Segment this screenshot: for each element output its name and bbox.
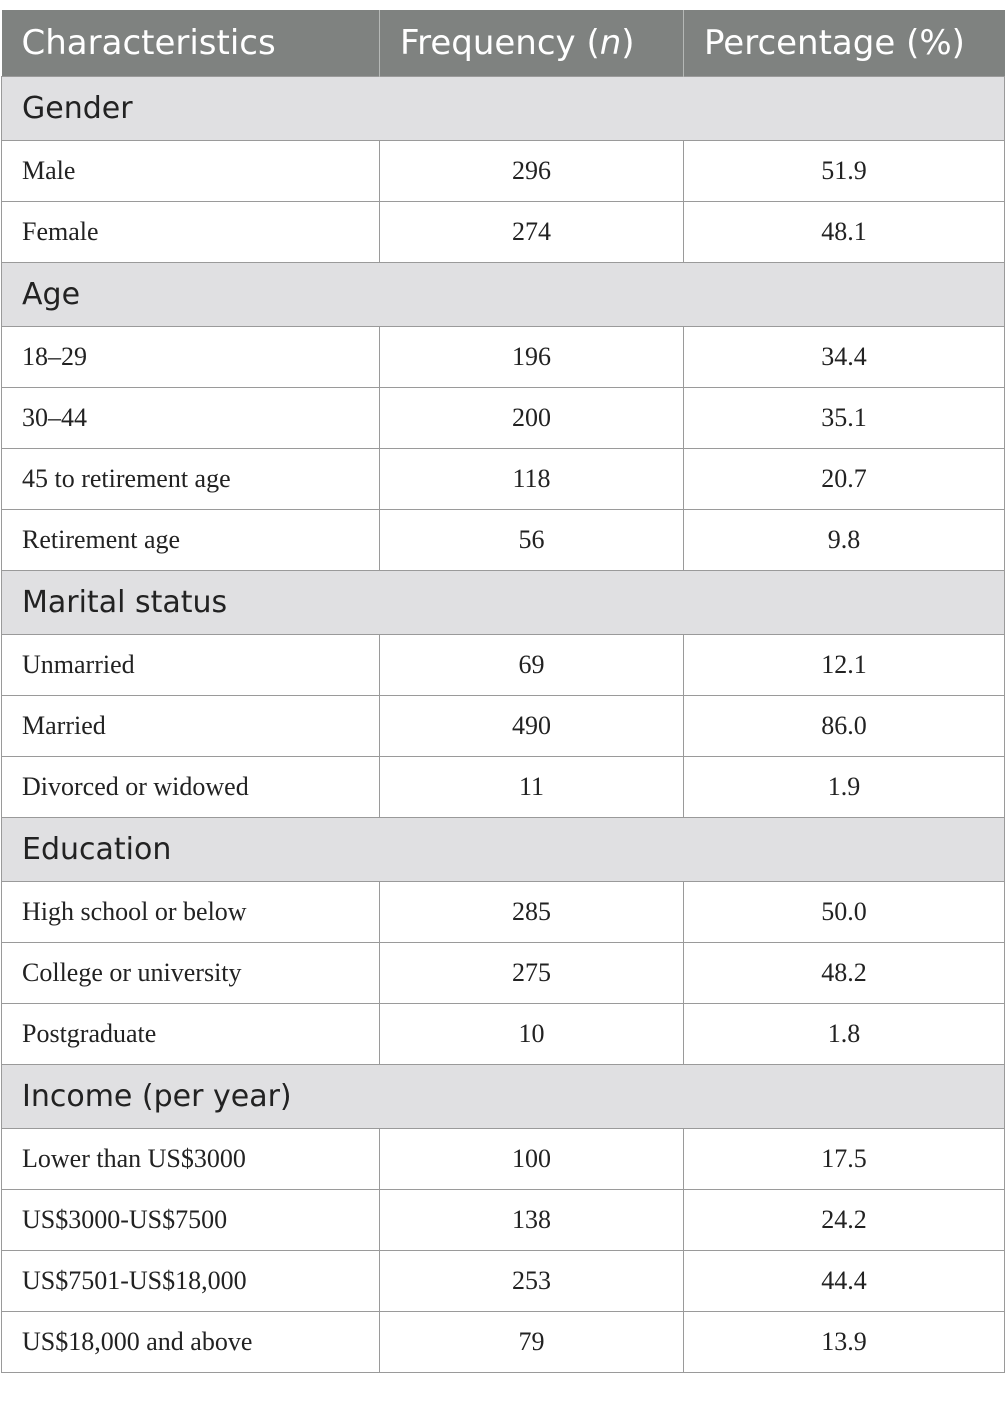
table-row: High school or below 285 50.0 <box>1 880 1005 943</box>
table-row: 30–44 200 35.1 <box>1 386 1005 449</box>
row-label: 18–29 <box>1 325 380 388</box>
section-title: Age <box>1 261 1005 327</box>
row-percentage: 48.2 <box>683 941 1005 1004</box>
table-row: College or university 275 48.2 <box>1 941 1005 1004</box>
row-label: Male <box>1 139 380 202</box>
row-label: US$3000-US$7500 <box>1 1188 380 1251</box>
section-title: Education <box>1 816 1005 882</box>
row-label: 30–44 <box>1 386 380 449</box>
row-label: Female <box>1 200 380 263</box>
row-frequency: 275 <box>379 941 684 1004</box>
row-percentage: 86.0 <box>683 694 1005 757</box>
row-percentage: 34.4 <box>683 325 1005 388</box>
row-frequency: 196 <box>379 325 684 388</box>
row-frequency: 138 <box>379 1188 684 1251</box>
row-frequency: 11 <box>379 755 684 818</box>
header-frequency-suffix: ) <box>621 22 635 63</box>
section-header-row: Education <box>1 816 1005 882</box>
header-frequency-n: n <box>599 22 622 63</box>
table-row: US$18,000 and above 79 13.9 <box>1 1310 1005 1373</box>
row-label: Married <box>1 694 380 757</box>
section-header-row: Age <box>1 261 1005 327</box>
row-percentage: 44.4 <box>683 1249 1005 1312</box>
row-frequency: 274 <box>379 200 684 263</box>
table-body: Gender Male 296 51.9 Female 274 48.1 Age 18–29 19… <box>1 75 1005 1373</box>
table-row: Married 490 86.0 <box>1 694 1005 757</box>
row-frequency: 79 <box>379 1310 684 1373</box>
header-characteristics: Characteristics <box>1 10 380 76</box>
section-title: Income (per year) <box>1 1063 1005 1129</box>
table-row: Divorced or widowed 11 1.9 <box>1 755 1005 818</box>
section-header-row: Gender <box>1 75 1005 141</box>
row-percentage: 51.9 <box>683 139 1005 202</box>
section-header-row: Income (per year) <box>1 1063 1005 1129</box>
table-row: Male 296 51.9 <box>1 139 1005 202</box>
row-percentage: 48.1 <box>683 200 1005 263</box>
row-frequency: 56 <box>379 508 684 571</box>
header-percentage: Percentage (%) <box>683 10 1005 76</box>
row-label: Unmarried <box>1 633 380 696</box>
row-label: US$7501-US$18,000 <box>1 1249 380 1312</box>
row-percentage: 24.2 <box>683 1188 1005 1251</box>
row-percentage: 20.7 <box>683 447 1005 510</box>
row-label: College or university <box>1 941 380 1004</box>
row-label: Lower than US$3000 <box>1 1127 380 1190</box>
row-label: US$18,000 and above <box>1 1310 380 1373</box>
row-percentage: 17.5 <box>683 1127 1005 1190</box>
table-header: Characteristics Frequency (n) Percentage… <box>1 10 1005 76</box>
row-frequency: 69 <box>379 633 684 696</box>
row-frequency: 200 <box>379 386 684 449</box>
row-percentage: 9.8 <box>683 508 1005 571</box>
row-label: Divorced or widowed <box>1 755 380 818</box>
row-frequency: 296 <box>379 139 684 202</box>
row-percentage: 50.0 <box>683 880 1005 943</box>
row-frequency: 10 <box>379 1002 684 1065</box>
table-row: Retirement age 56 9.8 <box>1 508 1005 571</box>
section-title: Marital status <box>1 569 1005 635</box>
table-row: 45 to retirement age 118 20.7 <box>1 447 1005 510</box>
header-frequency: Frequency (n) <box>379 10 684 76</box>
table-row: Postgraduate 10 1.8 <box>1 1002 1005 1065</box>
row-percentage: 1.9 <box>683 755 1005 818</box>
demographics-table: Characteristics Frequency (n) Percentage… <box>1 10 1005 1373</box>
section-header-row: Marital status <box>1 569 1005 635</box>
row-frequency: 100 <box>379 1127 684 1190</box>
row-frequency: 285 <box>379 880 684 943</box>
row-label: Retirement age <box>1 508 380 571</box>
table-row: US$3000-US$7500 138 24.2 <box>1 1188 1005 1251</box>
row-label: Postgraduate <box>1 1002 380 1065</box>
row-percentage: 12.1 <box>683 633 1005 696</box>
row-frequency: 118 <box>379 447 684 510</box>
table-row: Female 274 48.1 <box>1 200 1005 263</box>
row-percentage: 13.9 <box>683 1310 1005 1373</box>
row-percentage: 1.8 <box>683 1002 1005 1065</box>
header-row: Characteristics Frequency (n) Percentage… <box>1 10 1005 76</box>
row-percentage: 35.1 <box>683 386 1005 449</box>
table-row: US$7501-US$18,000 253 44.4 <box>1 1249 1005 1312</box>
section-title: Gender <box>1 75 1005 141</box>
table-row: 18–29 196 34.4 <box>1 325 1005 388</box>
table-row: Lower than US$3000 100 17.5 <box>1 1127 1005 1190</box>
row-label: High school or below <box>1 880 380 943</box>
header-frequency-prefix: Frequency ( <box>400 22 600 63</box>
table-row: Unmarried 69 12.1 <box>1 633 1005 696</box>
row-frequency: 490 <box>379 694 684 757</box>
row-frequency: 253 <box>379 1249 684 1312</box>
row-label: 45 to retirement age <box>1 447 380 510</box>
